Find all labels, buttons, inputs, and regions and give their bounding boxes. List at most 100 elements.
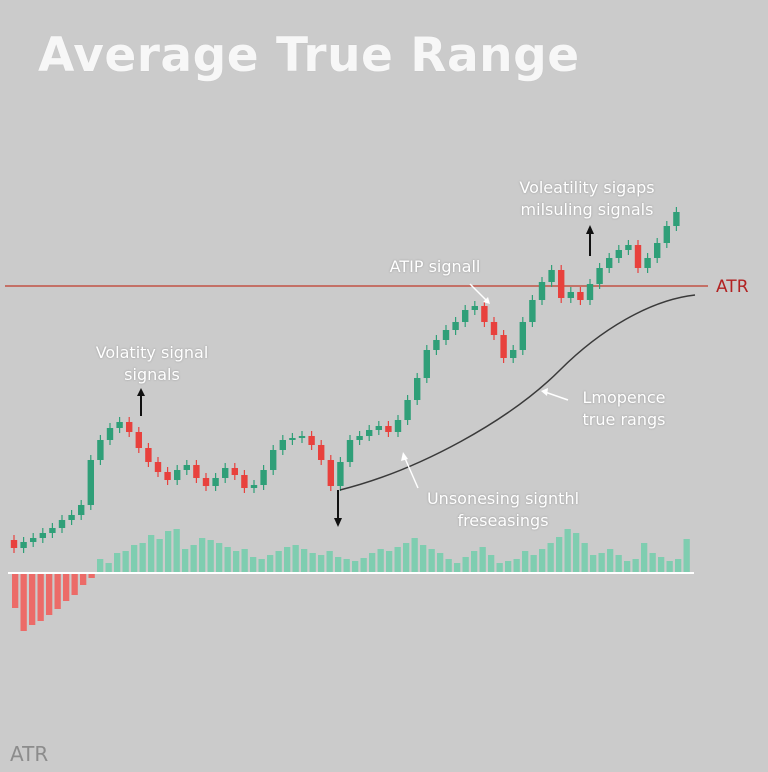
- histogram-bar-positive: [326, 551, 333, 573]
- histogram-bar-positive: [199, 538, 206, 573]
- histogram-bar-positive: [343, 559, 350, 573]
- candle-body: [625, 245, 632, 250]
- candle-body: [231, 468, 238, 475]
- histogram-bar-positive: [462, 557, 469, 573]
- histogram-bar-positive: [632, 559, 639, 573]
- histogram-bar-positive: [114, 553, 121, 573]
- candle-body: [548, 270, 555, 282]
- histogram-bar-positive: [454, 563, 461, 573]
- candle-body: [423, 350, 430, 378]
- candle-body: [606, 258, 613, 268]
- candle-body: [615, 250, 622, 258]
- candle-body: [87, 460, 94, 505]
- candle-body: [241, 475, 248, 488]
- candle-body: [644, 258, 651, 268]
- histogram-bar-positive: [148, 535, 155, 573]
- histogram-bar-negative: [29, 573, 36, 625]
- candle-body: [337, 462, 344, 486]
- candle-body: [106, 428, 114, 440]
- candle-body: [577, 292, 584, 300]
- histogram-bar-positive: [352, 561, 359, 573]
- histogram-bar-positive: [250, 557, 257, 573]
- annotation-line: Unsonesing signthl: [426, 489, 580, 508]
- candle-body: [510, 350, 517, 358]
- candle-body: [529, 300, 536, 322]
- candle-body: [68, 515, 75, 520]
- histogram-bar-positive: [556, 537, 563, 573]
- annotation-volatility-signal: Volatity signal signals: [72, 342, 232, 386]
- bottom-atr-label: ATR: [10, 742, 49, 766]
- candle-body: [212, 478, 219, 486]
- histogram-bar-negative: [54, 573, 61, 609]
- histogram-bar-positive: [165, 531, 172, 573]
- pointer-arrow-icon: [401, 452, 419, 489]
- histogram-bar-positive: [547, 543, 554, 573]
- candle-body: [10, 540, 18, 548]
- histogram-bar-positive: [471, 551, 478, 573]
- histogram-bar-positive: [173, 529, 180, 573]
- histogram-bar-positive: [428, 549, 435, 573]
- candle-body: [30, 538, 37, 542]
- candle-body: [222, 468, 229, 478]
- histogram-bar-positive: [675, 559, 682, 573]
- candle-body: [404, 400, 411, 420]
- histogram-bar-positive: [258, 559, 265, 573]
- pointer-arrow-icon: [469, 283, 490, 304]
- histogram-bar-positive: [360, 558, 367, 573]
- histogram-bar-positive: [598, 553, 605, 573]
- histogram-bar-positive: [522, 551, 529, 573]
- histogram-bar-positive: [649, 553, 656, 573]
- histogram-bar-positive: [190, 545, 197, 573]
- histogram-bar-positive: [318, 555, 325, 573]
- candle-body: [490, 322, 498, 335]
- chart-title: Average True Range: [38, 28, 580, 83]
- histogram-bar-positive: [624, 561, 631, 573]
- candle-body: [567, 292, 574, 298]
- candle-body: [414, 378, 421, 400]
- candle-body: [49, 528, 56, 533]
- candle-body: [39, 533, 46, 538]
- candle-body: [586, 284, 594, 300]
- histogram-bar-positive: [97, 559, 104, 573]
- candle-body: [270, 450, 277, 470]
- histogram-bar-positive: [309, 553, 316, 573]
- histogram-bar-positive: [369, 553, 376, 573]
- histogram-bar-negative: [46, 573, 53, 615]
- candle-body: [385, 426, 392, 432]
- histogram-bar-positive: [284, 547, 291, 573]
- annotation-line: Voleatility sigaps: [519, 178, 655, 197]
- candle-body: [318, 445, 325, 460]
- histogram-bar-positive: [131, 545, 138, 573]
- histogram-bar-negative: [88, 573, 95, 578]
- histogram-bar-positive: [641, 543, 648, 573]
- histogram-bar-positive: [581, 543, 588, 573]
- histogram-bar-positive: [530, 555, 537, 573]
- candle-body: [164, 472, 171, 480]
- annotation-line: Volatity signal: [95, 343, 209, 362]
- histogram-layer: [12, 529, 690, 631]
- arrow-up-icon: [137, 388, 145, 416]
- histogram-bar-positive: [122, 551, 129, 573]
- candle-body: [174, 470, 181, 480]
- candle-body: [135, 432, 142, 448]
- candle-body: [126, 422, 133, 432]
- histogram-bar-positive: [437, 553, 444, 573]
- histogram-bar-positive: [105, 563, 112, 573]
- histogram-bar-positive: [275, 551, 282, 573]
- pointer-arrow-icon: [541, 388, 569, 401]
- annotation-line: Lmopence: [582, 388, 666, 407]
- candle-body: [183, 465, 190, 470]
- candle-body: [596, 268, 603, 284]
- annotation-line: ATIP signall: [389, 257, 481, 276]
- annotation-line: signals: [124, 365, 180, 384]
- histogram-bar-positive: [335, 557, 342, 573]
- histogram-bar-positive: [488, 555, 495, 573]
- candle-body: [654, 243, 661, 258]
- histogram-bar-positive: [301, 549, 308, 573]
- candle-body: [481, 306, 488, 322]
- histogram-bar-negative: [80, 573, 87, 585]
- candle-body: [202, 478, 210, 486]
- annotation-line: milsuling signals: [520, 200, 654, 219]
